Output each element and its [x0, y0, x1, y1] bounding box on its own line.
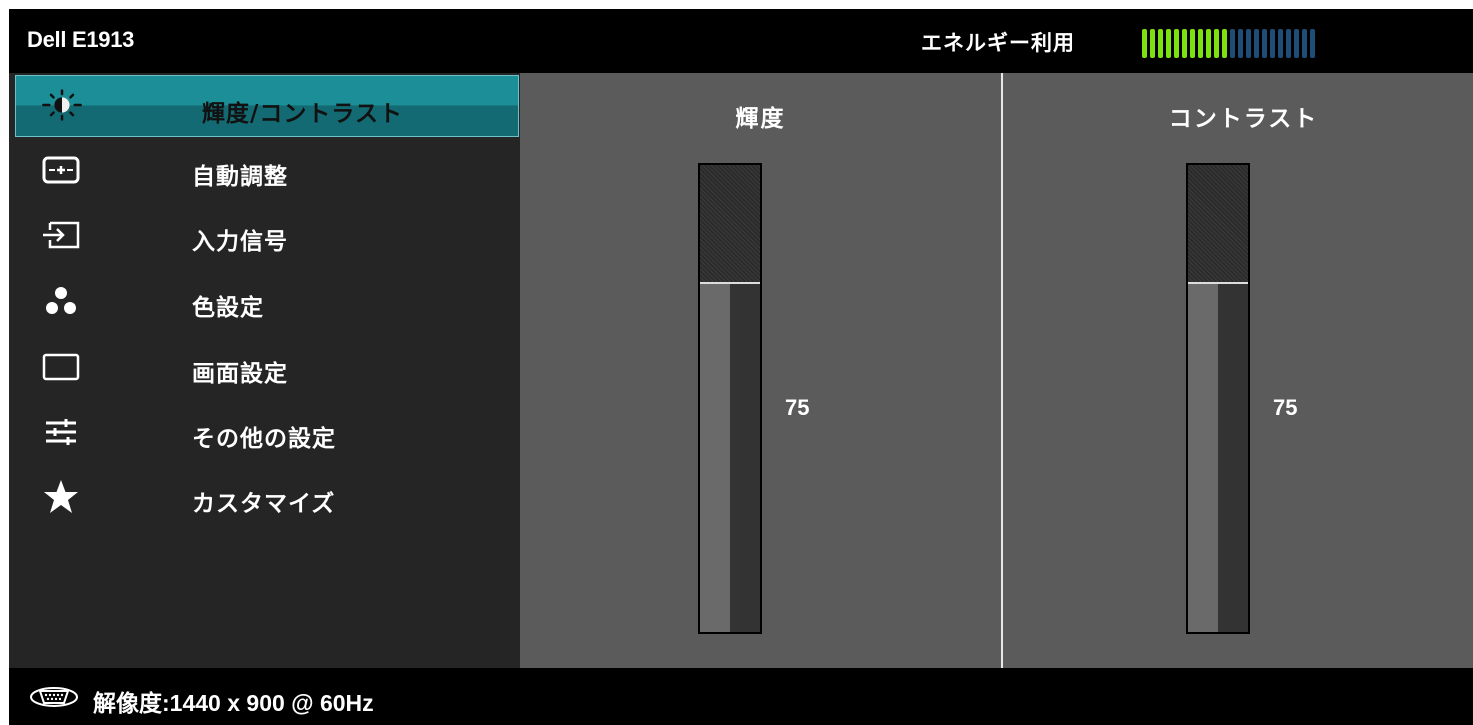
- energy-segment-empty: [1254, 29, 1259, 58]
- energy-segment-empty: [1246, 29, 1251, 58]
- energy-segment-filled: [1190, 29, 1195, 58]
- osd-header: Dell E1913 エネルギー利用: [9, 9, 1473, 73]
- energy-segment-filled: [1214, 29, 1219, 58]
- brightness-icon: [40, 88, 84, 122]
- menu-label: 画面設定: [192, 361, 288, 387]
- energy-use-meter: [1142, 29, 1315, 58]
- osd-footer: 解像度:1440 x 900 @ 60Hz: [9, 668, 1473, 725]
- slider-track: [1188, 165, 1248, 282]
- brightness-slider[interactable]: [698, 163, 762, 634]
- star-icon: [39, 480, 83, 514]
- energy-segment-empty: [1262, 29, 1267, 58]
- display-settings-icon: [39, 350, 83, 384]
- menu-item-auto-adjust[interactable]: 自動調整: [9, 139, 520, 203]
- menu-label: カスタマイズ: [192, 491, 336, 517]
- energy-segment-filled: [1206, 29, 1211, 58]
- settings-panel: 輝度 75 コントラスト 75: [520, 73, 1473, 668]
- osd-window: Dell E1913 エネルギー利用: [9, 9, 1473, 725]
- vga-connector-icon: [29, 686, 79, 712]
- energy-segment-empty: [1286, 29, 1291, 58]
- color-settings-icon: [39, 284, 83, 318]
- energy-segment-empty: [1294, 29, 1299, 58]
- energy-segment-empty: [1238, 29, 1243, 58]
- energy-segment-empty: [1278, 29, 1283, 58]
- resolution-text: 解像度:1440 x 900 @ 60Hz: [93, 690, 374, 716]
- energy-segment-filled: [1150, 29, 1155, 58]
- contrast-title: コントラスト: [1168, 106, 1319, 132]
- energy-segment-empty: [1270, 29, 1275, 58]
- energy-segment-filled: [1198, 29, 1203, 58]
- energy-segment-filled: [1142, 29, 1147, 58]
- slider-fill: [700, 282, 760, 632]
- energy-segment-filled: [1166, 29, 1171, 58]
- auto-adjust-icon: [39, 153, 83, 187]
- menu-item-input-source[interactable]: 入力信号: [9, 204, 520, 268]
- menu-label: 輝度/コントラスト: [202, 101, 403, 127]
- energy-segment-empty: [1230, 29, 1235, 58]
- energy-use-label: エネルギー利用: [921, 31, 1075, 55]
- contrast-pane: コントラスト 75: [1003, 73, 1473, 668]
- input-source-icon: [39, 218, 83, 252]
- slider-track: [700, 165, 760, 282]
- energy-segment-filled: [1174, 29, 1179, 58]
- energy-segment-filled: [1222, 29, 1227, 58]
- energy-segment-filled: [1158, 29, 1163, 58]
- menu-label: 自動調整: [192, 164, 288, 190]
- menu-item-color-settings[interactable]: 色設定: [9, 270, 520, 334]
- contrast-slider[interactable]: [1186, 163, 1250, 634]
- pane-divider: [1001, 73, 1003, 668]
- menu-label: その他の設定: [192, 426, 336, 452]
- menu-item-brightness-contrast[interactable]: 輝度/コントラスト: [15, 75, 519, 137]
- main-menu: 輝度/コントラスト 自動調整: [9, 73, 520, 668]
- brightness-title: 輝度: [735, 106, 786, 132]
- energy-segment-empty: [1302, 29, 1307, 58]
- energy-segment-empty: [1310, 29, 1315, 58]
- menu-item-display-settings[interactable]: 画面設定: [9, 336, 520, 400]
- other-settings-icon: [39, 415, 83, 449]
- brightness-pane: 輝度 75: [520, 73, 1001, 668]
- menu-label: 入力信号: [192, 229, 288, 255]
- menu-item-other-settings[interactable]: その他の設定: [9, 401, 520, 465]
- slider-fill: [1188, 282, 1248, 632]
- contrast-value: 75: [1273, 395, 1298, 420]
- energy-segment-filled: [1182, 29, 1187, 58]
- menu-label: 色設定: [192, 295, 264, 321]
- menu-item-customize[interactable]: カスタマイズ: [9, 466, 520, 530]
- monitor-model: Dell E1913: [27, 27, 135, 52]
- brightness-value: 75: [785, 395, 810, 420]
